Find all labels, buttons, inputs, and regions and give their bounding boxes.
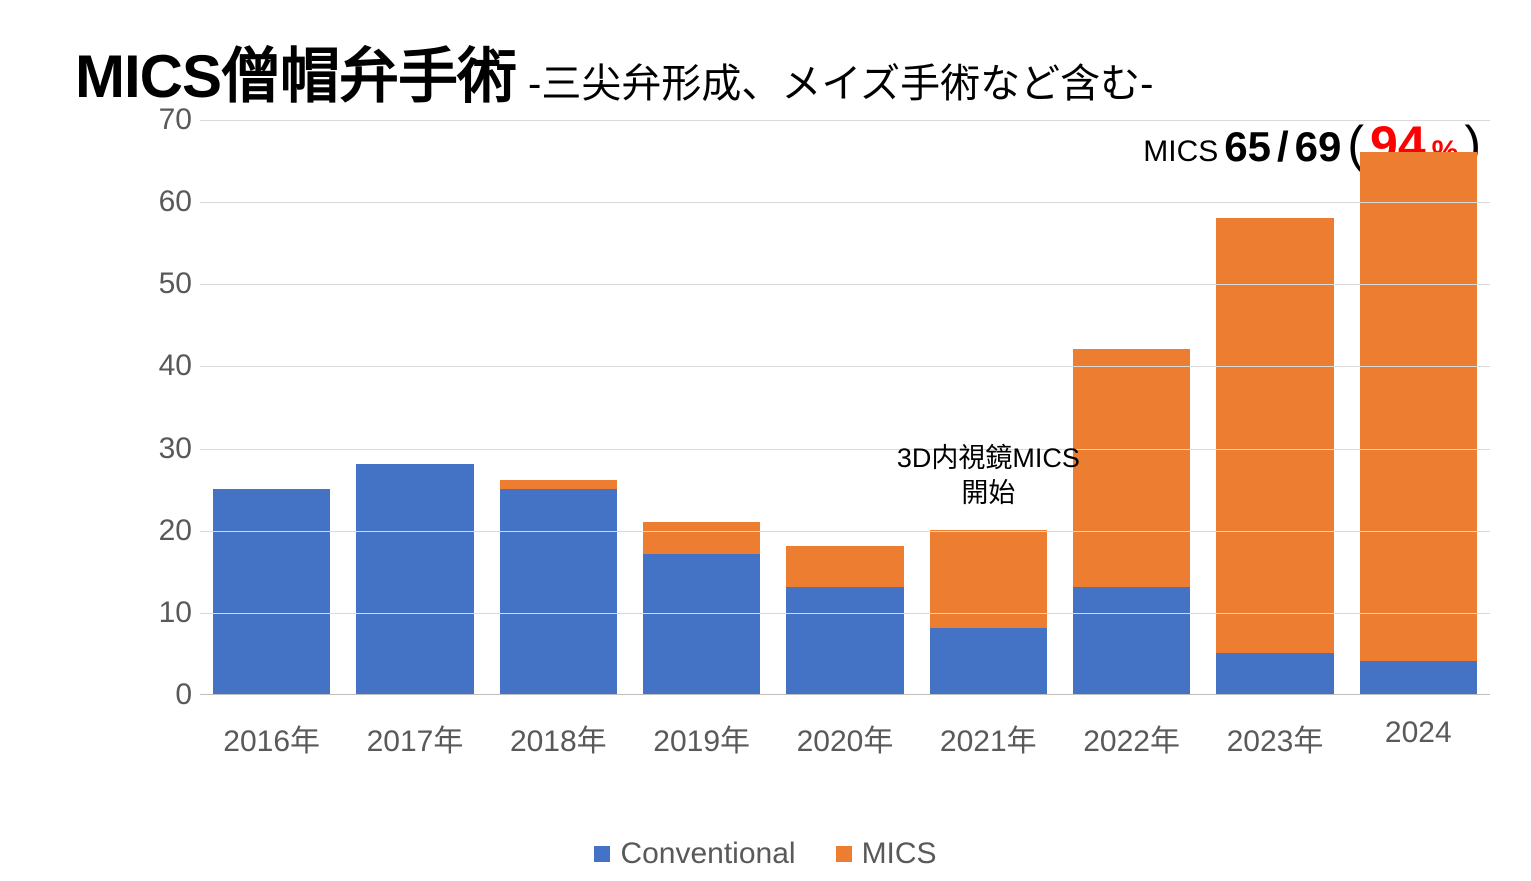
x-axis-tick: 2018年: [510, 716, 607, 760]
bar-segment-mics: [1073, 349, 1191, 587]
bar-slot: 2016年: [200, 120, 343, 694]
x-axis-tick: 2016年: [223, 716, 320, 760]
x-axis-tick: 2017年: [367, 716, 464, 760]
bar-segment-conventional: [643, 554, 761, 694]
bar-segment-conventional: [356, 464, 474, 694]
gridline: [200, 120, 1490, 121]
gridline: [200, 202, 1490, 203]
title-sub: -三尖弁形成、メイズ手術など含む-: [528, 51, 1153, 109]
bar-slot: 2023年: [1203, 120, 1346, 694]
y-axis-tick: 20: [130, 514, 192, 548]
bar-segment-conventional: [930, 628, 1048, 694]
bar-slot: 2024: [1347, 120, 1490, 694]
gridline: [200, 284, 1490, 285]
chart-annotation: 3D内視鏡MICS 開始: [897, 441, 1080, 511]
x-axis-tick: 2023年: [1227, 716, 1324, 760]
bar-segment-conventional: [500, 489, 618, 694]
legend-item-mics: MICS: [836, 837, 937, 871]
y-axis-tick: 30: [130, 432, 192, 466]
y-axis-tick: 70: [130, 103, 192, 137]
annotation-line1: 3D内視鏡MICS: [897, 443, 1080, 473]
stacked-bar: [1073, 349, 1191, 694]
stacked-bar: [643, 522, 761, 694]
bar-segment-conventional: [786, 587, 904, 694]
bar-segment-conventional: [1216, 653, 1334, 694]
legend-label: MICS: [862, 837, 937, 871]
bar-segment-mics: [500, 480, 618, 488]
stacked-bar: [500, 480, 618, 694]
x-axis-tick: 2020年: [797, 716, 894, 760]
bar-segment-mics: [643, 522, 761, 555]
bar-segment-conventional: [213, 489, 331, 694]
gridline: [200, 449, 1490, 450]
bar-slot: 2022年: [1060, 120, 1203, 694]
stacked-bar: [213, 489, 331, 694]
chart-title: MICS僧帽弁手術 -三尖弁形成、メイズ手術など含む-: [75, 28, 1153, 115]
y-axis-tick: 50: [130, 267, 192, 301]
x-axis-tick: 2021年: [940, 716, 1037, 760]
legend-label: Conventional: [620, 837, 795, 871]
legend: Conventional MICS: [0, 837, 1531, 871]
bars-container: 2016年2017年2018年2019年2020年2021年2022年2023年…: [200, 120, 1490, 694]
bar-slot: 2018年: [487, 120, 630, 694]
legend-item-conventional: Conventional: [594, 837, 795, 871]
gridline: [200, 613, 1490, 614]
legend-swatch: [836, 846, 852, 862]
legend-swatch: [594, 846, 610, 862]
title-main: MICS僧帽弁手術: [75, 28, 516, 115]
bar-segment-mics: [1360, 152, 1478, 661]
gridline: [200, 531, 1490, 532]
stacked-bar: [1216, 218, 1334, 694]
gridline: [200, 366, 1490, 367]
bar-slot: 2017年: [343, 120, 486, 694]
stacked-bar: [356, 464, 474, 694]
bar-segment-conventional: [1073, 587, 1191, 694]
plot-area: 2016年2017年2018年2019年2020年2021年2022年2023年…: [200, 120, 1490, 695]
x-axis-tick: 2024: [1385, 716, 1452, 750]
y-axis-tick: 0: [130, 678, 192, 712]
y-axis-tick: 40: [130, 349, 192, 383]
y-axis-tick: 60: [130, 185, 192, 219]
bar-slot: 2019年: [630, 120, 773, 694]
bar-segment-mics: [1216, 218, 1334, 653]
bar-segment-conventional: [1360, 661, 1478, 694]
bar-slot: 2020年: [773, 120, 916, 694]
annotation-line2: 開始: [961, 478, 1015, 508]
chart-area: 2016年2017年2018年2019年2020年2021年2022年2023年…: [130, 120, 1500, 740]
bar-segment-mics: [786, 546, 904, 587]
x-axis-tick: 2019年: [653, 716, 750, 760]
x-axis-tick: 2022年: [1083, 716, 1180, 760]
stacked-bar: [786, 546, 904, 694]
bar-slot: 2021年: [917, 120, 1060, 694]
y-axis-tick: 10: [130, 596, 192, 630]
